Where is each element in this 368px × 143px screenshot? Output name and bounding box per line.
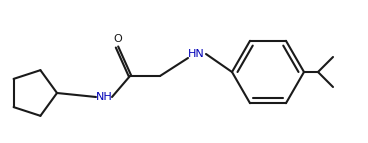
Text: NH: NH <box>96 92 112 102</box>
Text: HN: HN <box>188 49 204 59</box>
Text: O: O <box>114 34 123 44</box>
